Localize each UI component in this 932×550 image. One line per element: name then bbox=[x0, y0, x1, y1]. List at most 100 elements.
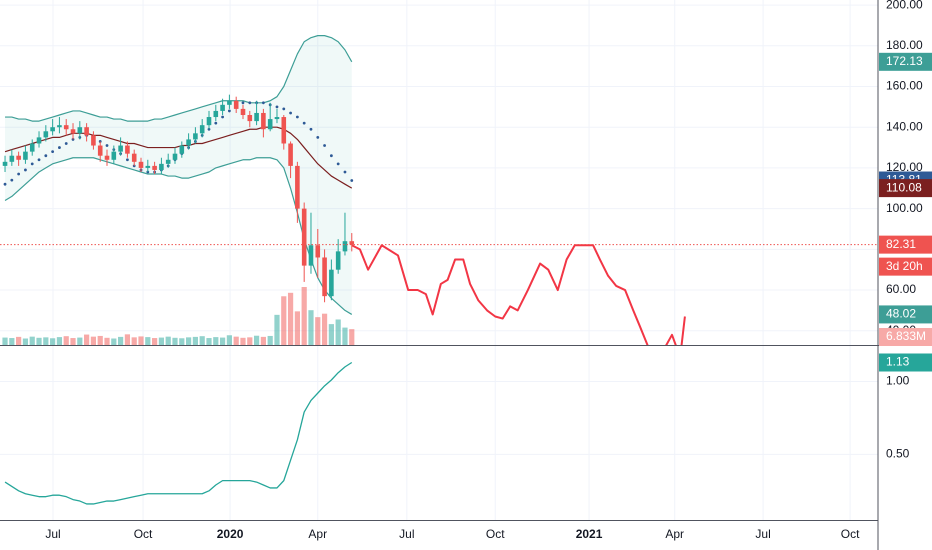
candle-body bbox=[193, 133, 198, 140]
volume-bar bbox=[233, 336, 239, 345]
volume-bar bbox=[90, 336, 97, 345]
candle-body bbox=[206, 117, 212, 126]
candle-body bbox=[247, 115, 253, 122]
candle-body bbox=[43, 131, 49, 138]
price-tag bbox=[879, 257, 932, 276]
volume-bar bbox=[172, 337, 178, 345]
y-tick-label: 200.00 bbox=[886, 0, 923, 11]
volume-bar bbox=[2, 337, 8, 345]
band-line bbox=[4, 157, 353, 315]
sar-dot bbox=[323, 144, 326, 147]
band-line bbox=[4, 126, 353, 189]
price-tag-label: 3d 20h bbox=[886, 259, 923, 273]
band-line bbox=[5, 35, 353, 122]
volume-bar bbox=[152, 338, 158, 345]
candle-body bbox=[111, 151, 117, 160]
candle-body bbox=[274, 117, 280, 120]
sar-dot bbox=[336, 162, 340, 166]
candle-body bbox=[179, 145, 185, 154]
candle-body bbox=[104, 155, 110, 160]
volume-bar bbox=[253, 335, 260, 345]
volume-bar bbox=[9, 338, 15, 345]
sar-dot bbox=[24, 168, 27, 172]
sar-dot bbox=[241, 101, 245, 105]
candle-body bbox=[29, 143, 35, 152]
volume-bar bbox=[213, 337, 219, 345]
candle-body bbox=[36, 137, 42, 144]
sar-dot bbox=[37, 158, 41, 162]
price-tag-label: 110.08 bbox=[886, 180, 922, 194]
x-tick-label: 2021 bbox=[576, 527, 603, 541]
sar-dot bbox=[282, 107, 286, 111]
candle-body bbox=[70, 129, 76, 134]
sar-dot bbox=[275, 105, 279, 109]
volume-bar bbox=[56, 337, 63, 345]
sar-dot bbox=[44, 154, 48, 158]
candle-body bbox=[23, 151, 28, 160]
candle-body bbox=[220, 104, 225, 111]
candle-body bbox=[335, 251, 341, 270]
candle-body bbox=[50, 127, 55, 132]
sar-dot bbox=[350, 179, 354, 182]
y-tick-label: 60.00 bbox=[886, 282, 916, 296]
indicator-line bbox=[4, 361, 353, 505]
x-tick-label: Jul bbox=[399, 527, 414, 541]
volume-bar bbox=[16, 336, 22, 345]
volume-bar bbox=[240, 337, 246, 345]
volume-bar bbox=[281, 296, 287, 345]
x-tick-label: Oct bbox=[841, 527, 860, 541]
candle-body bbox=[84, 127, 89, 136]
candle-body bbox=[57, 125, 62, 128]
volume-bar bbox=[315, 317, 321, 345]
candle-body bbox=[342, 241, 348, 252]
sar-dot bbox=[10, 178, 14, 182]
sar-dot bbox=[309, 127, 313, 131]
volume-bar bbox=[219, 337, 226, 345]
volume-bar bbox=[206, 338, 212, 345]
candle-body bbox=[131, 153, 137, 162]
candle-body bbox=[308, 245, 314, 266]
candle-body bbox=[213, 110, 219, 118]
volume-bar bbox=[274, 314, 280, 345]
candle-body bbox=[233, 100, 239, 109]
volume-bar bbox=[185, 337, 192, 345]
price-tag bbox=[879, 305, 932, 324]
candle-body bbox=[267, 119, 273, 130]
candle-body bbox=[16, 155, 21, 160]
candle-body bbox=[186, 139, 191, 146]
volume-bar bbox=[97, 335, 103, 345]
price-tag bbox=[879, 179, 932, 198]
candle-body bbox=[63, 125, 69, 130]
sar-dot bbox=[17, 172, 21, 176]
price-tag-label: 6.833M bbox=[886, 329, 926, 343]
volume-bar bbox=[301, 287, 307, 345]
volume-bar bbox=[247, 337, 253, 345]
volume-bar bbox=[342, 327, 348, 345]
candle-body bbox=[125, 145, 130, 154]
sar-dot bbox=[227, 109, 231, 113]
candle-body bbox=[172, 153, 178, 160]
sar-dot bbox=[126, 158, 129, 162]
price-tag-label: 48.02 bbox=[886, 307, 916, 321]
y-tick-label: 0.50 bbox=[886, 447, 910, 461]
candle-body bbox=[322, 257, 327, 297]
band-fill bbox=[5, 35, 352, 315]
volume-bar bbox=[294, 311, 300, 345]
price-tag-label: 82.31 bbox=[886, 237, 916, 251]
x-tick-label: Apr bbox=[308, 527, 327, 541]
candle-body bbox=[227, 100, 232, 105]
price-tag-label: 172.13 bbox=[886, 54, 923, 68]
volume-bar bbox=[158, 337, 165, 345]
candle-body bbox=[165, 159, 171, 164]
candle-body bbox=[281, 117, 287, 144]
projection-line bbox=[351, 244, 686, 345]
candle-body bbox=[2, 161, 8, 166]
volume-bar bbox=[131, 337, 137, 345]
volume-bar bbox=[50, 338, 56, 345]
volume-bar bbox=[22, 338, 29, 345]
sar-dot bbox=[3, 182, 7, 186]
y-tick-label: 140.00 bbox=[886, 119, 923, 133]
volume-bar bbox=[179, 338, 185, 345]
sar-dot bbox=[105, 144, 109, 147]
